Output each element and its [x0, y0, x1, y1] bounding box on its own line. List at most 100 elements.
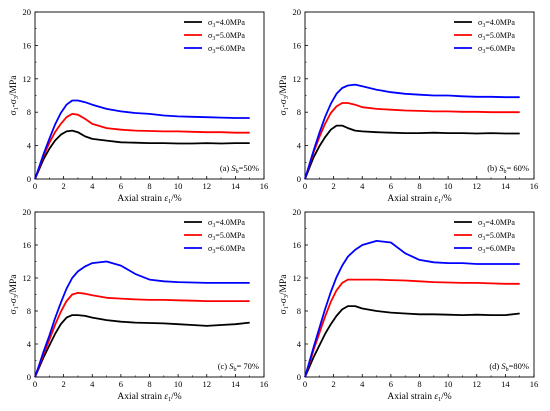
series-line-2 — [304, 102, 520, 180]
y-tick-label: 12 — [293, 273, 302, 283]
legend-label: σ3=6.0MPa — [208, 244, 245, 255]
chart-panel-2: 0 2 4 6 8 10 12 14 16 0 4 8 12 16 20 σ3=4.0MPa σ3=5.0MPa… — [279, 7, 538, 205]
x-tick-label: 2 — [332, 181, 336, 191]
legend: σ3=4.0MPa σ3=5.0MPa σ3=6.0MPa — [184, 18, 245, 55]
series-line-3 — [304, 83, 520, 180]
series-line-2 — [34, 113, 250, 180]
y-tick-label: 8 — [27, 306, 31, 316]
x-tick-label: 8 — [147, 181, 151, 191]
series-line-1 — [304, 305, 520, 378]
y-tick-label: 12 — [23, 273, 32, 283]
series-line-2 — [304, 278, 520, 378]
y-tick-label: 16 — [293, 40, 302, 50]
x-tick-label: 12 — [203, 379, 212, 389]
x-tick-label: 4 — [90, 379, 95, 389]
y-tick-label: 4 — [297, 141, 302, 151]
y-tick-label: 0 — [27, 372, 31, 382]
legend: σ3=4.0MPa σ3=5.0MPa σ3=6.0MPa — [454, 18, 515, 55]
series-line-1 — [34, 129, 250, 180]
chart-panel-4: 0 2 4 6 8 10 12 14 16 0 4 8 12 16 20 σ3=4.0MPa σ3=5.0MPa… — [279, 207, 538, 403]
x-tick-label: 8 — [147, 379, 151, 389]
x-tick-label: 0 — [303, 379, 307, 389]
legend-label: σ3=6.0MPa — [478, 44, 515, 55]
x-tick-label: 8 — [417, 379, 421, 389]
legend-label: σ3=5.0MPa — [478, 231, 515, 242]
y-axis-title: σ1-σ3/MPa — [279, 75, 290, 116]
x-axis-title: Axial strain ε1/% — [387, 194, 451, 205]
y-tick-label: 0 — [297, 372, 301, 382]
y-axis-title: σ1-σ3/MPa — [9, 75, 20, 116]
panel-annotation: (d) Sb=80% — [489, 361, 529, 373]
y-tick-label: 16 — [23, 240, 32, 250]
panel-annotation: (b) Sb= 60% — [487, 163, 529, 175]
x-tick-label: 2 — [332, 379, 336, 389]
x-axis-title: Axial strain ε1/% — [387, 392, 451, 403]
legend: σ3=4.0MPa σ3=5.0MPa σ3=6.0MPa — [454, 218, 515, 255]
y-tick-label: 8 — [297, 107, 301, 117]
x-tick-label: 14 — [231, 379, 240, 389]
x-tick-label: 16 — [260, 181, 269, 191]
x-tick-label: 14 — [231, 181, 240, 191]
x-tick-label: 12 — [473, 379, 482, 389]
x-tick-label: 0 — [33, 379, 37, 389]
series-line-3 — [34, 260, 250, 378]
x-tick-label: 4 — [90, 181, 95, 191]
legend-label: σ3=4.0MPa — [478, 218, 515, 229]
y-tick-label: 8 — [297, 306, 301, 316]
y-tick-label: 8 — [27, 107, 31, 117]
x-tick-label: 10 — [444, 181, 453, 191]
x-tick-label: 10 — [444, 379, 453, 389]
legend-label: σ3=5.0MPa — [208, 31, 245, 42]
y-tick-label: 20 — [23, 207, 32, 217]
x-tick-label: 14 — [501, 181, 510, 191]
x-tick-label: 6 — [119, 181, 123, 191]
x-tick-label: 6 — [389, 181, 393, 191]
series-line-2 — [34, 292, 250, 378]
legend-label: σ3=4.0MPa — [208, 18, 245, 29]
y-tick-label: 4 — [297, 339, 302, 349]
legend-label: σ3=5.0MPa — [208, 231, 245, 242]
panel-annotation: (a) Sb=50% — [220, 163, 259, 175]
y-axis-title: σ1-σ3/MPa — [9, 274, 20, 315]
x-tick-label: 8 — [417, 181, 421, 191]
y-tick-label: 12 — [23, 74, 32, 84]
y-tick-label: 16 — [293, 240, 302, 250]
x-axis-title: Axial strain ε1/% — [117, 392, 181, 403]
y-tick-label: 16 — [23, 40, 32, 50]
series-line-1 — [34, 314, 250, 378]
x-tick-label: 4 — [360, 181, 365, 191]
x-tick-label: 6 — [389, 379, 393, 389]
y-tick-label: 20 — [293, 207, 302, 217]
x-tick-label: 10 — [174, 181, 183, 191]
x-tick-label: 4 — [360, 379, 365, 389]
series-line-1 — [304, 124, 520, 180]
x-tick-label: 2 — [62, 379, 66, 389]
x-tick-label: 16 — [260, 379, 269, 389]
x-tick-label: 16 — [530, 181, 539, 191]
series-line-3 — [34, 99, 250, 180]
x-tick-label: 10 — [174, 379, 183, 389]
y-tick-label: 12 — [293, 74, 302, 84]
y-tick-label: 0 — [297, 174, 301, 184]
legend-label: σ3=6.0MPa — [208, 44, 245, 55]
y-tick-label: 20 — [293, 7, 302, 17]
panel-annotation: (c) Sb= 70% — [218, 361, 259, 373]
x-tick-label: 12 — [203, 181, 212, 191]
chart-panel-1: 0 2 4 6 8 10 12 14 16 0 4 8 12 16 20 σ3=4.0MPa σ3=5.0MPa… — [9, 7, 268, 205]
legend-label: σ3=6.0MPa — [478, 244, 515, 255]
x-tick-label: 14 — [501, 379, 510, 389]
chart-panel-3: 0 2 4 6 8 10 12 14 16 0 4 8 12 16 20 σ3=4.0MPa σ3=5.0MPa… — [9, 207, 268, 403]
legend-label: σ3=5.0MPa — [478, 31, 515, 42]
y-tick-label: 4 — [27, 141, 32, 151]
x-tick-label: 6 — [119, 379, 123, 389]
y-tick-label: 0 — [27, 174, 31, 184]
legend: σ3=4.0MPa σ3=5.0MPa σ3=6.0MPa — [184, 218, 245, 255]
x-tick-label: 0 — [303, 181, 307, 191]
x-axis-title: Axial strain ε1/% — [117, 194, 181, 205]
x-tick-label: 16 — [530, 379, 539, 389]
y-axis-title: σ1-σ3/MPa — [279, 274, 290, 315]
x-tick-label: 2 — [62, 181, 66, 191]
x-tick-label: 0 — [33, 181, 37, 191]
legend-label: σ3=4.0MPa — [208, 218, 245, 229]
